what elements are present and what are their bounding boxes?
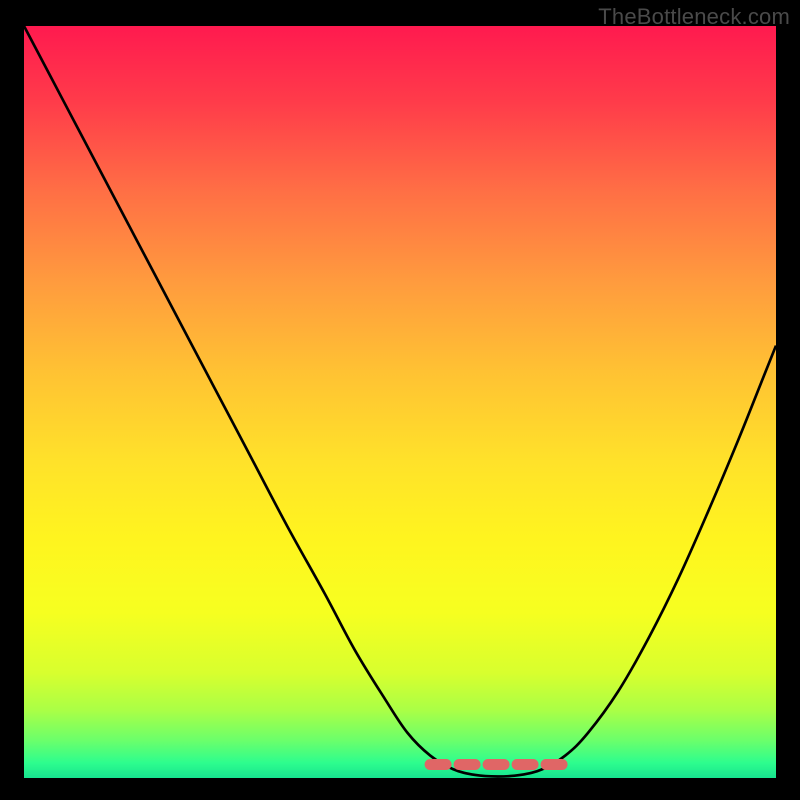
bottleneck-curve	[24, 26, 776, 776]
chart-overlay	[24, 26, 776, 778]
watermark-text: TheBottleneck.com	[598, 4, 790, 30]
stage: TheBottleneck.com	[0, 0, 800, 800]
chart-plot-area	[24, 26, 776, 778]
